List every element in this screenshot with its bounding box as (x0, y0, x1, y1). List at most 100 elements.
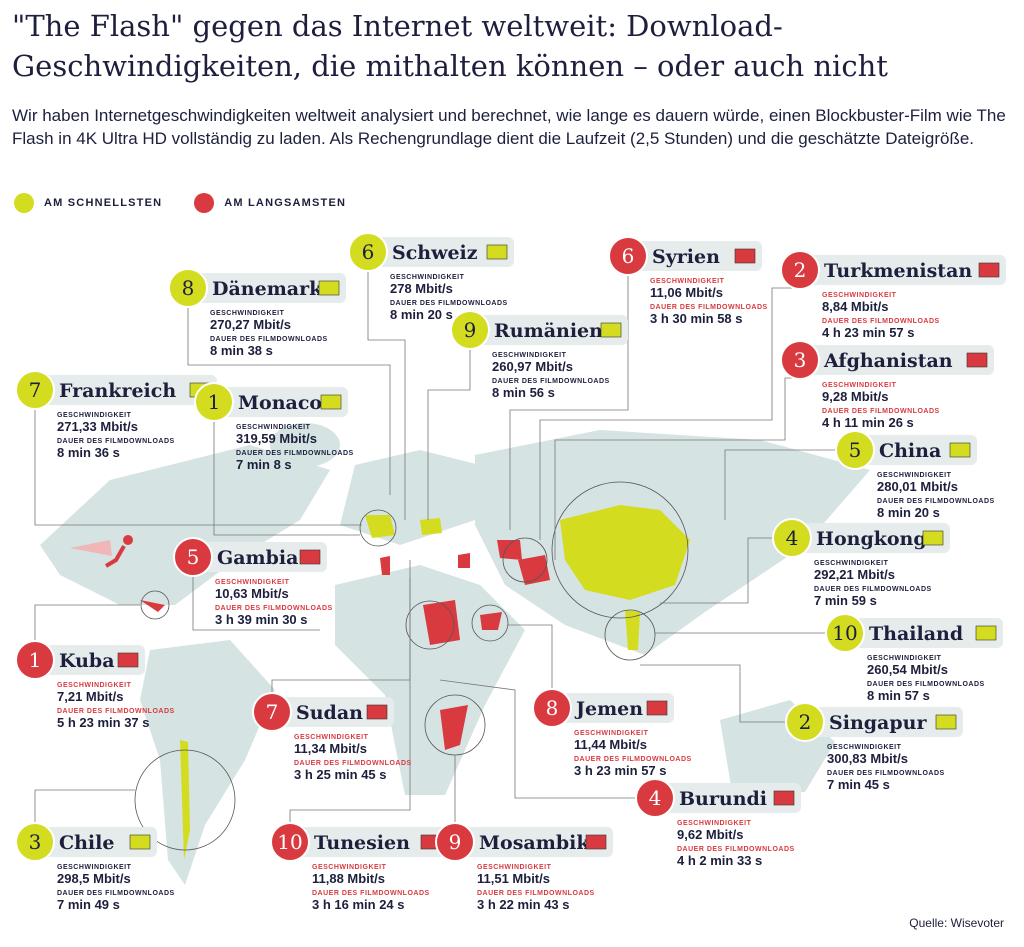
duration-value: 3 h 30 min 58 s (650, 311, 743, 326)
country-name: Jemen (574, 698, 643, 720)
country-name: Rumänien (494, 320, 603, 342)
connector (539, 287, 800, 540)
country-name: China (879, 440, 941, 462)
country-name: Mosambik (479, 832, 590, 854)
connector (213, 420, 360, 536)
duration-label: DAUER DES FILMDOWNLOADS (822, 318, 940, 325)
speed-label: GESCHWINDIGKEIT (236, 424, 311, 431)
country-name: Burundi (679, 788, 767, 810)
speed-label: GESCHWINDIGKEIT (477, 864, 552, 871)
rank-badge (15, 370, 55, 410)
name-pill (805, 707, 963, 737)
speed-label: GESCHWINDIGKEIT (822, 292, 897, 299)
duration-value: 8 min 20 s (390, 307, 453, 322)
name-pill (552, 693, 674, 723)
rank: 9 (464, 318, 477, 342)
speed-value: 11,06 Mbit/s (650, 285, 723, 300)
duration-value: 7 min 8 s (236, 457, 292, 472)
speed-value: 7,21 Mbit/s (57, 689, 123, 704)
rank: 9 (449, 830, 462, 854)
rank-badge (780, 340, 820, 380)
flag (966, 352, 988, 368)
legend-dot (14, 193, 34, 213)
speed-value: 271,33 Mbit/s (57, 419, 138, 434)
flag (975, 625, 997, 641)
speed-value: 260,97 Mbit/s (492, 359, 573, 374)
duration-label: DAUER DES FILMDOWNLOADS (827, 770, 945, 777)
duration-label: DAUER DES FILMDOWNLOADS (236, 450, 354, 457)
flag (366, 704, 388, 720)
duration-label: DAUER DES FILMDOWNLOADS (312, 890, 430, 897)
speed-label: GESCHWINDIGKEIT (390, 274, 465, 281)
rank-badge (532, 688, 572, 728)
rank: 2 (799, 710, 812, 734)
flag (773, 790, 795, 806)
country-name: Tunesien (314, 832, 410, 854)
rank: 10 (832, 621, 857, 645)
france-shape (365, 515, 395, 538)
rank: 7 (266, 700, 279, 724)
yemen-shape (480, 612, 502, 630)
speed-label: GESCHWINDIGKEIT (492, 352, 567, 359)
chile-shape (180, 740, 190, 860)
speed-value: 270,27 Mbit/s (210, 317, 291, 332)
speed-value: 292,21 Mbit/s (814, 567, 895, 582)
duration-value: 8 min 38 s (210, 343, 273, 358)
rank-badge (435, 822, 475, 862)
rank-badge (780, 250, 820, 290)
speed-value: 278 Mbit/s (390, 281, 453, 296)
name-pill (193, 542, 327, 572)
flag (922, 530, 944, 546)
rank-badge (168, 268, 208, 308)
flag (299, 549, 321, 565)
country-name: Afghanistan (823, 350, 953, 372)
country-name: Turkmenistan (824, 260, 972, 282)
speed-label: GESCHWINDIGKEIT (312, 864, 387, 871)
africa (335, 565, 525, 795)
country-name: Chile (59, 832, 114, 854)
circle (471, 604, 509, 642)
speed-value: 11,88 Mbit/s (312, 871, 385, 886)
country-name: Sudan (296, 702, 363, 724)
duration-label: DAUER DES FILMDOWNLOADS (867, 681, 985, 688)
speed-value: 10,63 Mbit/s (215, 586, 289, 601)
speed-label: GESCHWINDIGKEIT (677, 820, 752, 827)
highlighted-countries (140, 505, 690, 860)
legend-item: AM LANGSAMSTEN (194, 193, 346, 213)
name-pill (368, 237, 514, 267)
duration-label: DAUER DES FILMDOWNLOADS (822, 408, 940, 415)
circle (359, 509, 397, 547)
connector (367, 270, 406, 520)
rank-badge (785, 702, 825, 742)
sudan-shape (423, 600, 460, 645)
connector (640, 664, 805, 723)
name-pill (35, 827, 157, 857)
duration-value: 4 h 2 min 33 s (677, 853, 762, 868)
rank: 6 (622, 244, 635, 268)
rank-badge (450, 310, 490, 350)
connector (192, 575, 320, 631)
duration-value: 5 h 23 min 37 s (57, 715, 150, 730)
flag (600, 322, 622, 338)
duration-value: 3 h 16 min 24 s (312, 897, 405, 912)
flag (320, 394, 342, 410)
speed-value: 280,01 Mbit/s (877, 479, 958, 494)
speed-label: GESCHWINDIGKEIT (215, 579, 290, 586)
duration-label: DAUER DES FILMDOWNLOADS (57, 890, 175, 897)
flag (646, 700, 668, 716)
circle (604, 609, 656, 661)
rank-badge (608, 236, 648, 276)
flag (935, 714, 957, 730)
rank: 4 (649, 786, 662, 810)
duration-label: DAUER DES FILMDOWNLOADS (574, 756, 692, 763)
flag (318, 280, 340, 296)
duration-value: 3 h 23 min 57 s (574, 763, 667, 778)
